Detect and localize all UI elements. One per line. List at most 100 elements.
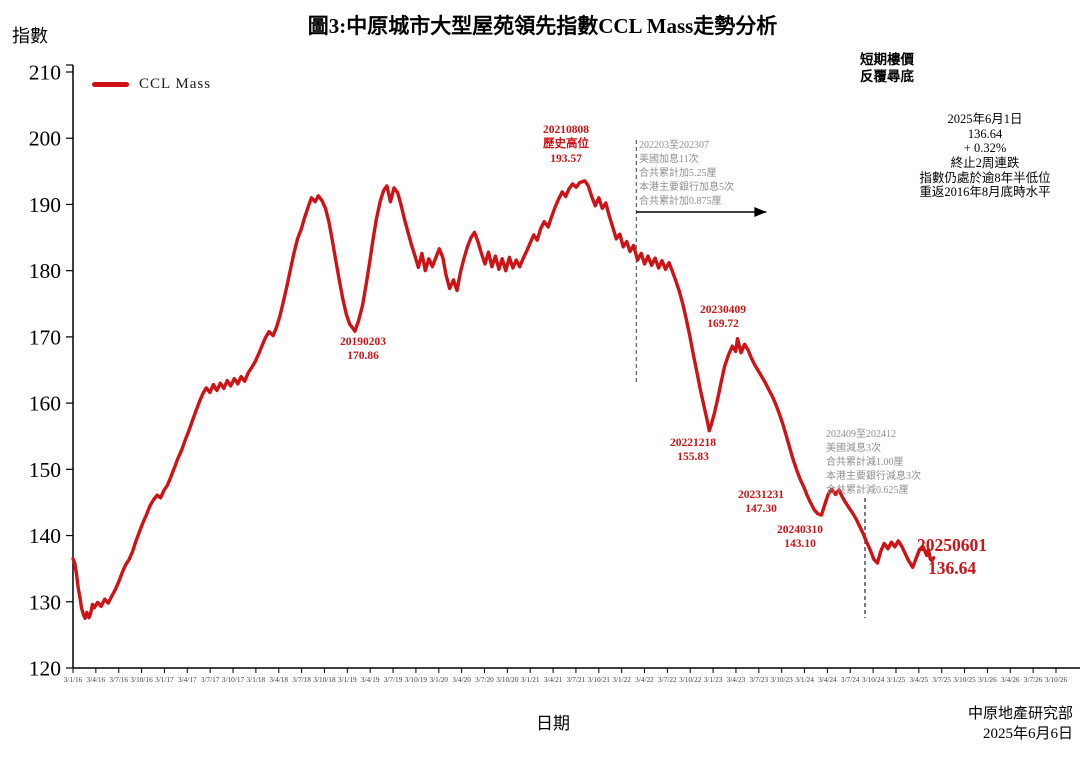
y-tick-label: 170 [29, 325, 61, 349]
x-tick-label: 3/1/17 [155, 675, 174, 684]
source-date: 2025年6月6日 [982, 725, 1073, 742]
x-tick-label: 3/4/18 [269, 675, 288, 684]
x-tick-label: 3/10/26 [1045, 675, 1068, 684]
headline-annotation: 短期樓價 反覆尋底 [846, 52, 928, 86]
point-label-line: 155.83 [677, 451, 709, 464]
point-label-line: 20190203 [340, 336, 386, 348]
annotation-line: + 0.32% [963, 141, 1007, 156]
y-tick-label: 130 [29, 590, 61, 614]
legend-line-swatch-icon [92, 82, 129, 87]
rate-cut-note: 202409至202412 美國減息3次合共累計減1.00厘本港主要銀行減息3次合… [826, 428, 966, 498]
x-tick-label: 3/1/23 [704, 675, 723, 684]
annotation-line: 合共累計加5.25厘 [639, 168, 717, 179]
point-label-line: 143.10 [784, 538, 816, 551]
x-tick-label: 3/1/16 [64, 675, 83, 684]
point-label-line: 20240310 [777, 524, 823, 536]
x-tick-label: 3/4/22 [635, 675, 654, 684]
x-tick-label: 3/1/26 [978, 675, 997, 684]
x-axis-title: 日期 [536, 714, 570, 733]
point-label-high-2021: 20210808 歷史高位 193.57 [543, 123, 589, 166]
y-tick-label: 120 [29, 657, 61, 681]
y-tick-label: 210 [29, 61, 61, 85]
x-tick-label: 3/4/26 [1001, 675, 1020, 684]
x-tick-label: 3/1/19 [338, 675, 357, 684]
x-tick-label: 3/10/21 [588, 675, 611, 684]
y-axis-title: 指數 [12, 26, 48, 46]
annotation-line: 終止2周連跌 [950, 155, 1020, 170]
x-tick-label: 3/4/25 [910, 675, 929, 684]
y-tick-label: 160 [29, 392, 61, 416]
annotation-line: 136.64 [967, 126, 1003, 141]
x-tick-label: 3/10/23 [771, 675, 794, 684]
x-tick-label: 3/4/24 [818, 675, 837, 684]
period-arrow-head-icon [754, 207, 767, 217]
x-tick-label: 3/7/24 [841, 675, 860, 684]
x-tick-label: 3/10/24 [862, 675, 885, 684]
x-tick-label: 3/7/20 [475, 675, 494, 684]
x-tick-label: 3/1/18 [247, 675, 266, 684]
x-tick-label: 3/7/25 [932, 675, 951, 684]
y-tick-label: 200 [29, 127, 61, 151]
legend: CCL Mass [92, 76, 211, 93]
point-label-line: 20221218 [670, 437, 716, 449]
point-label-peak-2023: 20230409 169.72 [700, 303, 746, 332]
x-tick-label: 3/4/20 [452, 675, 471, 684]
point-label-low-2022: 20221218 155.83 [670, 436, 716, 465]
point-label-low-2019: 20190203 170.86 [340, 335, 386, 364]
x-tick-label: 3/4/23 [727, 675, 746, 684]
x-tick-label: 3/4/17 [178, 675, 197, 684]
x-tick-label: 3/10/18 [313, 675, 336, 684]
point-label-latest: 20250601 136.64 [917, 534, 987, 580]
point-label-line: 147.30 [745, 503, 777, 516]
rate-hike-note: 202203至202307 美國加息11次 合共累計加5.25厘 本港主要銀行加息5次… [639, 139, 769, 209]
x-tick-label: 3/7/19 [384, 675, 403, 684]
annotation-line: 反覆尋底 [860, 68, 914, 84]
x-tick-label: 3/4/21 [544, 675, 563, 684]
source-footer: 中原地產研究部 2025年6月6日 [968, 705, 1073, 744]
annotation-line: 202409至202412 [826, 429, 896, 440]
x-tick-label: 3/1/24 [795, 675, 814, 684]
ccl-mass-line [71, 179, 936, 620]
x-tick-label: 3/4/16 [87, 675, 106, 684]
x-tick-label: 3/10/16 [130, 675, 153, 684]
annotation-line: 2025年6月1日 [947, 112, 1023, 126]
page-title: 圖3:中原城市大型屋苑領先指數CCL Mass走勢分析 [307, 14, 778, 38]
annotation-line: 合共累計減0.625厘 [826, 485, 909, 496]
x-tick-label: 3/1/22 [612, 675, 631, 684]
x-tick-label: 3/10/17 [222, 675, 245, 684]
x-tick-label: 3/7/21 [567, 675, 586, 684]
annotation-line: 合共累計加0.875厘 [639, 196, 722, 207]
x-tick-label: 3/4/19 [361, 675, 380, 684]
x-tick-label: 3/1/21 [521, 675, 540, 684]
point-label-low-2024: 20240310 143.10 [777, 523, 823, 552]
x-tick-label: 3/1/20 [429, 675, 448, 684]
point-label-line: 20231231 [738, 489, 784, 501]
point-label-line: 136.64 [927, 557, 977, 578]
y-tick-label: 140 [29, 524, 61, 548]
annotation-line: 本港主要銀行減息3次 [826, 471, 921, 482]
annotation-line: 美國加息11次 [639, 154, 699, 165]
x-tick-label: 3/10/25 [953, 675, 976, 684]
point-label-line: 20250601 [917, 535, 987, 555]
point-label-line: 20230409 [700, 304, 746, 316]
x-tick-label: 3/7/26 [1024, 675, 1043, 684]
y-tick-label: 150 [29, 458, 61, 482]
x-tick-label: 3/7/16 [109, 675, 128, 684]
point-label-line: 170.86 [347, 350, 379, 363]
y-tick-label: 190 [29, 193, 61, 217]
x-tick-label: 3/7/23 [749, 675, 768, 684]
latest-summary-annotation: 2025年6月1日 136.64 + 0.32% 終止2周連跌 指數仍處於逾8年半低位重… [885, 112, 1085, 200]
legend-label: CCL Mass [139, 76, 212, 92]
annotation-line: 合共累計減1.00厘 [826, 457, 904, 468]
x-tick-label: 3/10/20 [496, 675, 519, 684]
x-tick-label: 3/10/19 [405, 675, 428, 684]
x-tick-label: 3/7/22 [658, 675, 677, 684]
point-label-line: 169.72 [707, 318, 739, 331]
annotation-line: 美國減息3次 [826, 443, 881, 454]
x-tick-label: 3/10/22 [679, 675, 702, 684]
annotation-line: 重返2016年8月底時水平 [919, 185, 1051, 200]
point-label-line: 20210808 [543, 124, 589, 136]
annotation-line: 本港主要銀行加息5次 [639, 182, 734, 193]
